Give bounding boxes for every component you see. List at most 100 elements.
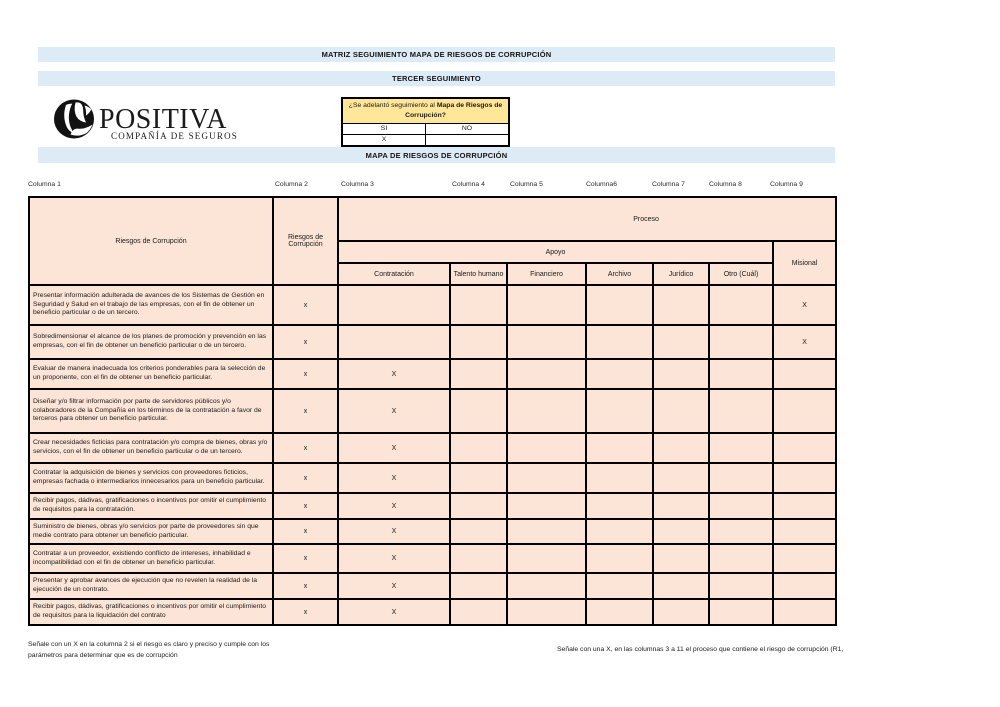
- answer-no-cell[interactable]: [426, 135, 508, 145]
- risk-description-cell[interactable]: Contratar a un proveedor, existiendo con…: [28, 543, 274, 574]
- risk-description-cell[interactable]: Suministro de bienes, obras y/o servicio…: [28, 518, 274, 545]
- process-mark-cell[interactable]: [585, 518, 654, 545]
- process-mark-cell[interactable]: [708, 388, 774, 434]
- process-mark-cell[interactable]: [771, 388, 838, 434]
- process-mark-cell[interactable]: X: [337, 518, 451, 545]
- risk-flag-cell[interactable]: x: [272, 518, 339, 545]
- process-mark-cell[interactable]: [585, 388, 654, 434]
- process-mark-cell[interactable]: X: [337, 598, 451, 626]
- process-mark-cell[interactable]: [449, 543, 508, 574]
- risk-description-cell[interactable]: Recibir pagos, dádivas, gratificaciones …: [28, 492, 274, 520]
- risk-flag-cell[interactable]: x: [272, 598, 339, 626]
- process-mark-cell[interactable]: [337, 324, 451, 360]
- process-mark-cell[interactable]: [771, 492, 838, 520]
- process-mark-cell[interactable]: [771, 572, 838, 600]
- process-mark-cell[interactable]: [449, 572, 508, 600]
- process-mark-cell[interactable]: [771, 432, 838, 464]
- process-mark-cell[interactable]: [506, 598, 587, 626]
- risk-flag-cell[interactable]: x: [272, 358, 339, 390]
- process-mark-cell[interactable]: [652, 518, 710, 545]
- risk-description-cell[interactable]: Contratar la adquisición de bienes y ser…: [28, 462, 274, 494]
- process-mark-cell[interactable]: [506, 284, 587, 326]
- process-mark-cell[interactable]: [585, 598, 654, 626]
- process-mark-cell[interactable]: [585, 462, 654, 494]
- process-mark-cell[interactable]: X: [771, 284, 838, 326]
- process-mark-cell[interactable]: [506, 518, 587, 545]
- risk-description-cell[interactable]: Recibir pagos, dádivas, gratificaciones …: [28, 598, 274, 626]
- process-mark-cell[interactable]: [506, 432, 587, 464]
- process-mark-cell[interactable]: [449, 598, 508, 626]
- process-mark-cell[interactable]: [652, 598, 710, 626]
- process-mark-cell[interactable]: X: [337, 462, 451, 494]
- process-mark-cell[interactable]: X: [337, 543, 451, 574]
- process-mark-cell[interactable]: [506, 492, 587, 520]
- process-mark-cell[interactable]: [771, 358, 838, 390]
- process-mark-cell[interactable]: [708, 358, 774, 390]
- process-mark-cell[interactable]: [506, 358, 587, 390]
- process-mark-cell[interactable]: [506, 462, 587, 494]
- risk-description-cell[interactable]: Presentar información adulterada de avan…: [28, 284, 274, 326]
- process-mark-cell[interactable]: X: [337, 432, 451, 464]
- risk-description-cell[interactable]: Diseñar y/o filtrar información por part…: [28, 388, 274, 434]
- process-mark-cell[interactable]: [771, 518, 838, 545]
- process-mark-cell[interactable]: [506, 543, 587, 574]
- risk-flag-cell[interactable]: x: [272, 388, 339, 434]
- process-mark-cell[interactable]: [449, 492, 508, 520]
- risk-flag-cell[interactable]: x: [272, 572, 339, 600]
- process-mark-cell[interactable]: [708, 543, 774, 574]
- process-mark-cell[interactable]: [652, 543, 710, 574]
- process-mark-cell[interactable]: [585, 543, 654, 574]
- process-mark-cell[interactable]: [449, 358, 508, 390]
- process-mark-cell[interactable]: [708, 432, 774, 464]
- process-mark-cell[interactable]: [708, 518, 774, 545]
- process-mark-cell[interactable]: [708, 572, 774, 600]
- process-mark-cell[interactable]: [771, 462, 838, 494]
- process-mark-cell[interactable]: [585, 358, 654, 390]
- process-mark-cell[interactable]: [652, 324, 710, 360]
- risk-flag-cell[interactable]: x: [272, 492, 339, 520]
- process-mark-cell[interactable]: [771, 598, 838, 626]
- process-mark-cell[interactable]: [585, 432, 654, 464]
- process-mark-cell[interactable]: [506, 324, 587, 360]
- process-mark-cell[interactable]: [708, 284, 774, 326]
- process-mark-cell[interactable]: [771, 543, 838, 574]
- process-mark-cell[interactable]: X: [337, 358, 451, 390]
- process-mark-cell[interactable]: [506, 572, 587, 600]
- process-mark-cell[interactable]: [708, 492, 774, 520]
- risk-flag-cell[interactable]: x: [272, 462, 339, 494]
- process-mark-cell[interactable]: [652, 432, 710, 464]
- process-mark-cell[interactable]: [652, 572, 710, 600]
- process-mark-cell[interactable]: [585, 492, 654, 520]
- process-mark-cell[interactable]: [652, 462, 710, 494]
- process-mark-cell[interactable]: [652, 358, 710, 390]
- process-mark-cell[interactable]: [449, 388, 508, 434]
- process-mark-cell[interactable]: [585, 572, 654, 600]
- answer-yes-cell[interactable]: X: [343, 135, 426, 146]
- risk-description-cell[interactable]: Sobredimensionar el alcance de los plane…: [28, 324, 274, 360]
- process-mark-cell[interactable]: X: [337, 492, 451, 520]
- process-mark-cell[interactable]: [449, 518, 508, 545]
- process-mark-cell[interactable]: [652, 284, 710, 326]
- risk-description-cell[interactable]: Crear necesidades ficticias para contrat…: [28, 432, 274, 464]
- process-mark-cell[interactable]: [652, 388, 710, 434]
- process-mark-cell[interactable]: [585, 324, 654, 360]
- risk-description-cell[interactable]: Evaluar de manera inadecuada los criteri…: [28, 358, 274, 390]
- process-mark-cell[interactable]: [449, 284, 508, 326]
- risk-description-cell[interactable]: Presentar y aprobar avances de ejecución…: [28, 572, 274, 600]
- process-mark-cell[interactable]: [652, 492, 710, 520]
- process-mark-cell[interactable]: X: [337, 388, 451, 434]
- risk-flag-cell[interactable]: x: [272, 324, 339, 360]
- risk-flag-cell[interactable]: x: [272, 284, 339, 326]
- process-mark-cell[interactable]: [708, 324, 774, 360]
- process-mark-cell[interactable]: [449, 432, 508, 464]
- process-mark-cell[interactable]: [708, 598, 774, 626]
- process-mark-cell[interactable]: [337, 284, 451, 326]
- process-mark-cell[interactable]: [449, 462, 508, 494]
- process-mark-cell[interactable]: X: [771, 324, 838, 360]
- process-mark-cell[interactable]: [585, 284, 654, 326]
- risk-flag-cell[interactable]: x: [272, 543, 339, 574]
- process-mark-cell[interactable]: [449, 324, 508, 360]
- process-mark-cell[interactable]: [708, 462, 774, 494]
- process-mark-cell[interactable]: [506, 388, 587, 434]
- risk-flag-cell[interactable]: x: [272, 432, 339, 464]
